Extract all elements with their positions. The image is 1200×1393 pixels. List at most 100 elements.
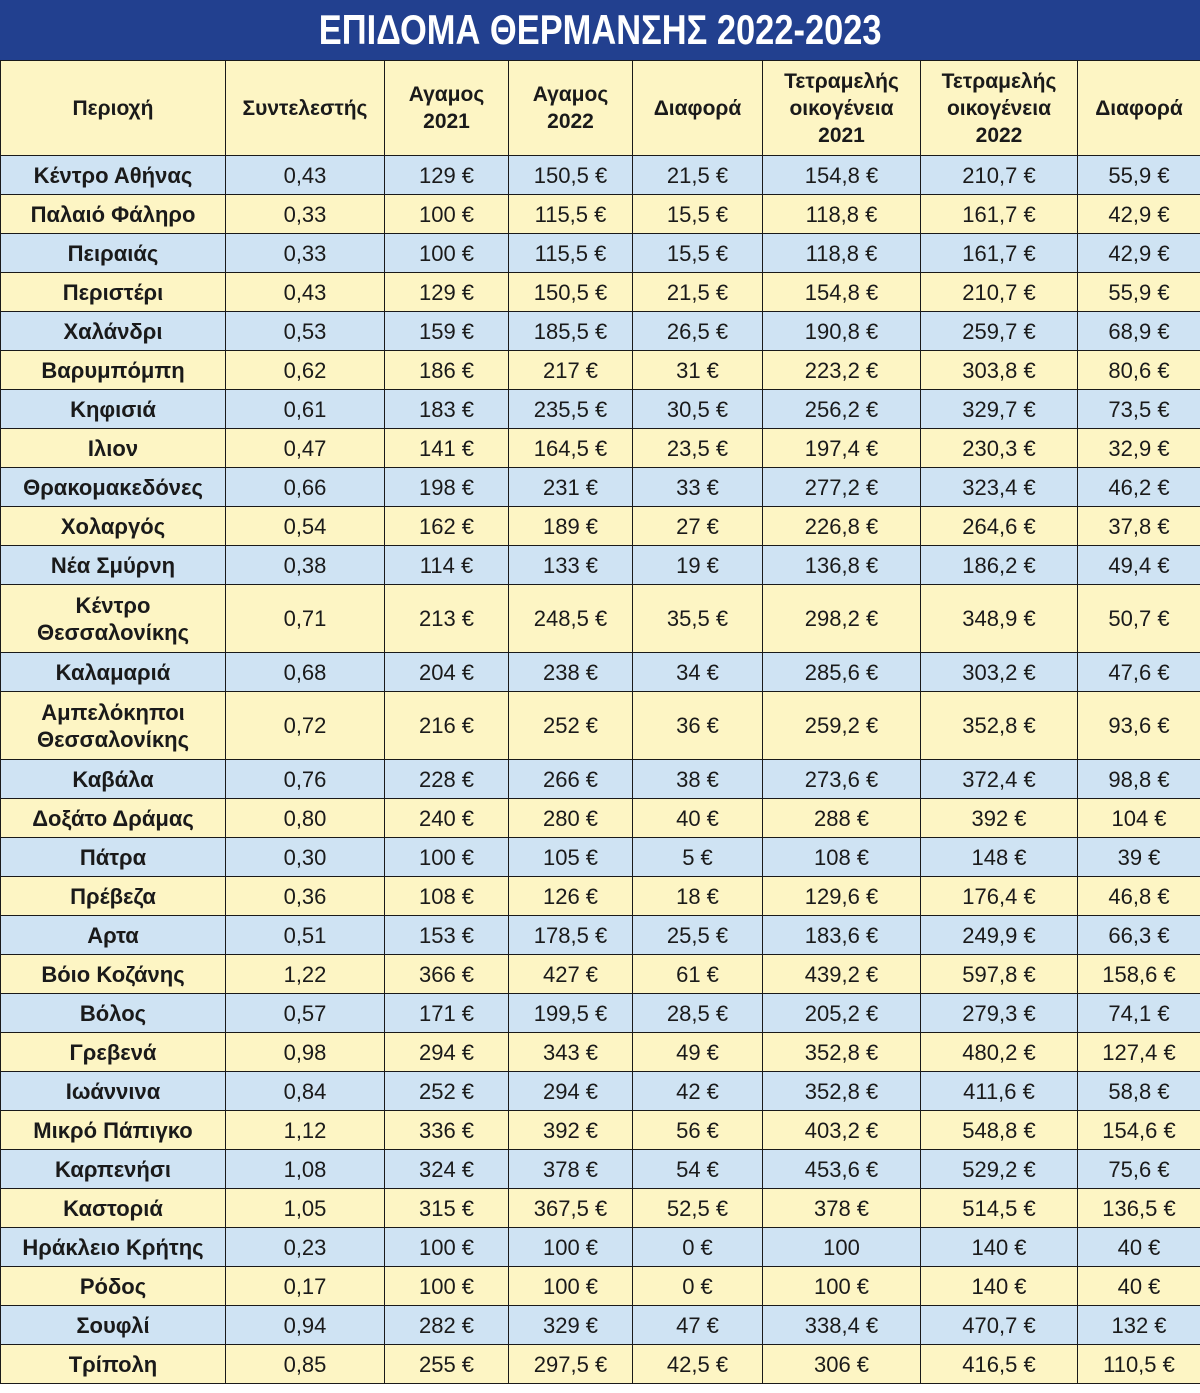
cell-coefficient: 0,33 bbox=[225, 194, 385, 234]
cell-single-2021: 100 € bbox=[384, 1266, 509, 1306]
cell-single-2022: 133 € bbox=[508, 545, 633, 585]
cell-coefficient: 0,85 bbox=[225, 1344, 385, 1384]
cell-family-2021: 338,4 € bbox=[762, 1305, 921, 1345]
cell-family-2022: 259,7 € bbox=[920, 311, 1078, 351]
cell-family-difference: 93,6 € bbox=[1077, 691, 1200, 760]
cell-family-difference: 32,9 € bbox=[1077, 428, 1200, 468]
cell-single-2021: 186 € bbox=[384, 350, 509, 390]
column-header-family-difference: Διαφορά bbox=[1077, 60, 1200, 156]
table-row: Καβάλα 0,76 228 €266 €38 €273,6 €372,4 €98… bbox=[0, 759, 1200, 799]
column-header-line: Συντελεστής bbox=[242, 96, 368, 120]
cell-region: Ιωάννινα bbox=[0, 1071, 226, 1111]
cell-family-2022: 210,7 € bbox=[920, 272, 1078, 312]
cell-single-2022: 252 € bbox=[508, 691, 633, 760]
cell-family-2021: 190,8 € bbox=[762, 311, 921, 351]
table-row: Γρεβενά 0,98 294 €343 €49 €352,8 €480,2 €1… bbox=[0, 1032, 1200, 1072]
cell-single-2021: 129 € bbox=[384, 272, 509, 312]
table-row: Αρτα 0,51 153 €178,5 €25,5 €183,6 €249,9 €… bbox=[0, 915, 1200, 955]
cell-single-2021: 213 € bbox=[384, 584, 509, 653]
region-name-line: Κέντρο Αθήνας bbox=[33, 162, 193, 188]
region-name-line: Ρόδος bbox=[79, 1273, 147, 1299]
column-header-line: Διαφορά bbox=[653, 96, 742, 120]
cell-family-difference: 47,6 € bbox=[1077, 652, 1200, 692]
cell-region: Καλαμαριά bbox=[0, 652, 226, 692]
table-row: Τρίπολη 0,85 255 €297,5 €42,5 €306 €416,5 … bbox=[0, 1344, 1200, 1384]
column-header-line: οικογένεια bbox=[946, 96, 1052, 120]
cell-family-2022: 329,7 € bbox=[920, 389, 1078, 429]
cell-region: Θρακομακεδόνες bbox=[0, 467, 226, 507]
column-header-coefficient: Συντελεστής bbox=[225, 60, 385, 156]
table-row: Περιστέρι 0,43 129 €150,5 €21,5 €154,8 €21… bbox=[0, 272, 1200, 312]
cell-region: Χαλάνδρι bbox=[0, 311, 226, 351]
region-name-line: Κέντρο bbox=[75, 592, 151, 618]
cell-single-difference: 49 € bbox=[632, 1032, 763, 1072]
cell-coefficient: 0,33 bbox=[225, 233, 385, 273]
cell-coefficient: 0,98 bbox=[225, 1032, 385, 1072]
table-body: Κέντρο Αθήνας 0,43 129 €150,5 €21,5 €154,8… bbox=[0, 155, 1200, 1384]
column-header-line: Τετραμελής bbox=[784, 69, 899, 93]
cell-single-2022: 427 € bbox=[508, 954, 633, 994]
cell-single-2022: 280 € bbox=[508, 798, 633, 838]
column-header-line: 2022 bbox=[975, 123, 1023, 147]
cell-single-2021: 204 € bbox=[384, 652, 509, 692]
cell-family-difference: 104 € bbox=[1077, 798, 1200, 838]
region-name-line: Ιλιον bbox=[87, 435, 139, 461]
cell-single-difference: 34 € bbox=[632, 652, 763, 692]
cell-single-2021: 171 € bbox=[384, 993, 509, 1033]
cell-family-2021: 108 € bbox=[762, 837, 921, 877]
cell-single-2022: 297,5 € bbox=[508, 1344, 633, 1384]
column-header-line: 2021 bbox=[818, 123, 865, 147]
cell-family-2021: 439,2 € bbox=[762, 954, 921, 994]
cell-single-2022: 343 € bbox=[508, 1032, 633, 1072]
region-name-line: Θρακομακεδόνες bbox=[23, 474, 203, 500]
column-header-line: Περιοχή bbox=[72, 96, 154, 120]
cell-family-2022: 470,7 € bbox=[920, 1305, 1078, 1345]
region-name-line: Καρπενήσι bbox=[54, 1156, 172, 1182]
cell-family-2022: 161,7 € bbox=[920, 194, 1078, 234]
cell-family-difference: 136,5 € bbox=[1077, 1188, 1200, 1228]
region-name-line: Πειραιάς bbox=[67, 240, 159, 266]
table-row: Πειραιάς 0,33 100 €115,5 €15,5 €118,8 €161… bbox=[0, 233, 1200, 273]
region-name-line: Χολαργός bbox=[60, 513, 166, 539]
cell-family-difference: 80,6 € bbox=[1077, 350, 1200, 390]
region-name-line: Παλαιό Φάληρο bbox=[30, 201, 196, 227]
cell-single-difference: 56 € bbox=[632, 1110, 763, 1150]
cell-single-2022: 150,5 € bbox=[508, 155, 633, 195]
cell-family-2022: 176,4 € bbox=[920, 876, 1078, 916]
cell-coefficient: 0,66 bbox=[225, 467, 385, 507]
cell-single-2021: 366 € bbox=[384, 954, 509, 994]
cell-family-2021: 154,8 € bbox=[762, 155, 921, 195]
cell-region: Αμπελόκηποι Θεσσαλονίκης bbox=[0, 691, 226, 760]
cell-family-2021: 129,6 € bbox=[762, 876, 921, 916]
table-row: Ιλιον 0,47 141 €164,5 €23,5 €197,4 €230,3 … bbox=[0, 428, 1200, 468]
cell-family-2021: 352,8 € bbox=[762, 1071, 921, 1111]
cell-coefficient: 0,68 bbox=[225, 652, 385, 692]
cell-single-2022: 126 € bbox=[508, 876, 633, 916]
title-bar: ΕΠΙΔΟΜΑ ΘΕΡΜΑΝΣΗΣ 2022-2023 bbox=[0, 0, 1200, 60]
region-name-line: Καστοριά bbox=[63, 1195, 163, 1221]
cell-region: Γρεβενά bbox=[0, 1032, 226, 1072]
cell-single-2021: 336 € bbox=[384, 1110, 509, 1150]
cell-single-2022: 100 € bbox=[508, 1227, 633, 1267]
region-name-line: Νέα Σμύρνη bbox=[50, 552, 176, 578]
region-name-line: Χαλάνδρι bbox=[63, 318, 163, 344]
cell-single-2021: 114 € bbox=[384, 545, 509, 585]
cell-single-2021: 153 € bbox=[384, 915, 509, 955]
cell-region: Αρτα bbox=[0, 915, 226, 955]
cell-family-difference: 49,4 € bbox=[1077, 545, 1200, 585]
column-header-single-difference: Διαφορά bbox=[632, 60, 763, 156]
column-header-family-2022: Τετραμελής οικογένεια 2022 bbox=[920, 60, 1078, 156]
cell-single-2021: 100 € bbox=[384, 837, 509, 877]
region-name-line: Μικρό Πάπιγκο bbox=[33, 1117, 193, 1143]
cell-family-difference: 55,9 € bbox=[1077, 155, 1200, 195]
cell-family-2022: 411,6 € bbox=[920, 1071, 1078, 1111]
column-header-single-2022: Αγαμος 2022 bbox=[508, 60, 633, 156]
cell-family-2021: 118,8 € bbox=[762, 233, 921, 273]
cell-single-2021: 324 € bbox=[384, 1149, 509, 1189]
cell-single-2022: 294 € bbox=[508, 1071, 633, 1111]
table-row: Βαρυμπόμπη 0,62 186 €217 €31 €223,2 €303,8… bbox=[0, 350, 1200, 390]
region-name-line: Καβάλα bbox=[72, 766, 154, 792]
table-row: Καλαμαριά 0,68 204 €238 €34 €285,6 €303,2 … bbox=[0, 652, 1200, 692]
cell-family-2022: 323,4 € bbox=[920, 467, 1078, 507]
cell-single-difference: 40 € bbox=[632, 798, 763, 838]
